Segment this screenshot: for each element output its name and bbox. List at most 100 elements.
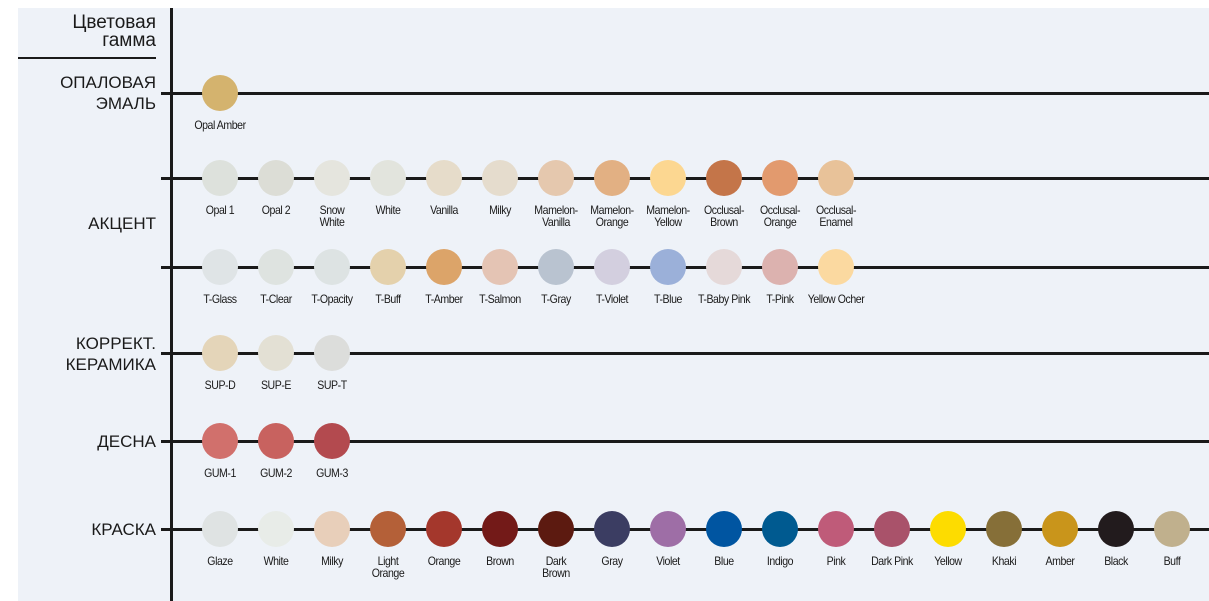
color-swatch [314,423,350,459]
swatch-label: T-Buff [375,292,401,306]
swatch-label: T-Opacity [311,292,353,306]
color-swatch [650,160,686,196]
color-swatch [1154,511,1190,547]
color-swatch [202,511,238,547]
color-swatch [874,511,910,547]
color-swatch [258,423,294,459]
color-swatch [706,160,742,196]
swatch-label: GUM-2 [260,466,292,480]
color-swatch [818,160,854,196]
color-swatch [258,249,294,285]
swatch-label: Mamelon- Vanilla [534,203,578,229]
swatch-label: T-Amber [425,292,463,306]
color-swatch [426,249,462,285]
color-swatch [538,249,574,285]
color-swatch [986,511,1022,547]
swatch-label: Light Orange [371,554,405,580]
swatch-label: Gray [601,554,623,568]
color-swatch [650,511,686,547]
color-swatch [482,511,518,547]
category-label: КРАСКА [91,519,156,539]
swatch-label: Mamelon- Yellow [646,203,690,229]
color-swatch [538,511,574,547]
swatch-label: T-Gray [541,292,571,306]
swatch-label: Amber [1045,554,1075,568]
swatch-label: T-Salmon [479,292,521,306]
swatch-label: Occlusal- Orange [759,203,801,229]
color-swatch [426,511,462,547]
color-swatch [314,249,350,285]
color-swatch [1042,511,1078,547]
color-swatch [370,249,406,285]
swatch-label: White [263,554,289,568]
swatch-label: Khaki [991,554,1017,568]
color-swatch [594,511,630,547]
swatch-label: Buff [1163,554,1181,568]
header-title: Цветовая гамма [72,12,156,51]
color-swatch [650,249,686,285]
swatch-label: SUP-E [260,378,292,392]
swatch-label: Opal 2 [261,203,291,217]
swatch-label: T-Glass [203,292,237,306]
swatch-label: Glaze [207,554,233,568]
swatch-label: Occlusal- Enamel [815,203,857,229]
swatch-label: Dark Pink [871,554,913,568]
swatch-label: Indigo [766,554,794,568]
category-label: ОПАЛОВАЯ ЭМАЛЬ [60,73,156,113]
color-swatch [258,511,294,547]
row-line [161,440,1209,443]
color-swatch [314,160,350,196]
color-swatch [594,249,630,285]
swatch-label: Yellow [934,554,962,568]
color-swatch [202,160,238,196]
color-swatch [706,249,742,285]
color-swatch [314,511,350,547]
color-swatch [706,511,742,547]
color-swatch [762,511,798,547]
swatch-label: GUM-3 [316,466,348,480]
color-swatch [426,160,462,196]
swatch-label: Black [1104,554,1128,568]
swatch-label: White [375,203,401,217]
swatch-label: Snow White [319,203,345,229]
color-swatch [762,160,798,196]
swatch-label: Mamelon- Orange [590,203,634,229]
swatch-label: Yellow Ocher [807,292,865,306]
swatch-label: GUM-1 [204,466,236,480]
swatch-label: Opal 1 [205,203,235,217]
row-line [161,352,1209,355]
swatch-label: Occlusal- Brown [703,203,745,229]
color-swatch [202,423,238,459]
swatch-label: Vanilla [430,203,458,217]
swatch-label: Brown [486,554,514,568]
color-swatch [818,511,854,547]
color-swatch [370,511,406,547]
swatch-label: Milky [321,554,343,568]
color-swatch [762,249,798,285]
swatch-label: T-Clear [260,292,292,306]
color-swatch [202,75,238,111]
swatch-label: SUP-T [317,378,347,392]
swatch-label: T-Blue [654,292,682,306]
category-label: КОРРЕКТ. КЕРАМИКА [65,334,156,374]
swatch-label: T-Pink [766,292,794,306]
color-swatch [482,249,518,285]
color-swatch [538,160,574,196]
swatch-label: T-Baby Pink [697,292,751,306]
swatch-label: Blue [714,554,734,568]
row-line [161,92,1209,95]
vertical-axis-line [170,8,173,601]
swatch-label: Pink [826,554,846,568]
color-swatch [1098,511,1134,547]
swatch-label: T-Violet [595,292,629,306]
color-swatch [818,249,854,285]
header-divider [18,57,156,59]
color-swatch [594,160,630,196]
swatch-label: Violet [656,554,680,568]
color-swatch [202,249,238,285]
color-swatch [258,160,294,196]
swatch-label: Opal Amber [194,118,246,132]
category-label: ДЕСНА [97,431,156,451]
color-swatch [258,335,294,371]
